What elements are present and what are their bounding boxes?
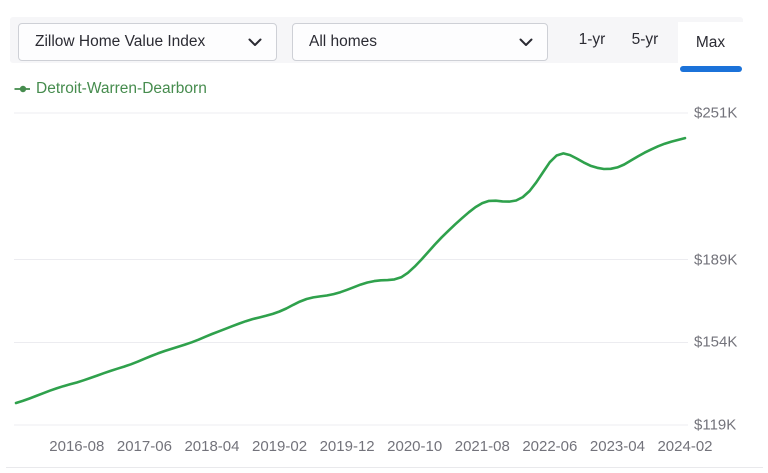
active-tab-underline [680, 66, 742, 72]
series-line[interactable] [14, 136, 687, 405]
y-axis-label: $189K [694, 251, 738, 269]
chevron-down-icon [519, 38, 533, 46]
x-axis-label: 2021-08 [454, 438, 510, 455]
metric-dropdown-value: Zillow Home Value Index [35, 33, 206, 50]
y-axis-label: $251K [694, 104, 738, 122]
x-axis-label: 2022-06 [522, 438, 578, 455]
legend-item[interactable]: Detroit-Warren-Dearborn [14, 80, 207, 97]
y-axis-label: $154K [694, 333, 738, 351]
legend-series-label: Detroit-Warren-Dearborn [36, 79, 207, 97]
segment-dropdown[interactable]: All homes [292, 23, 548, 61]
x-axis-label: 2023-04 [589, 438, 645, 455]
toolbar: Zillow Home Value Index All homes 1-yr 5… [10, 17, 743, 63]
x-axis-label: 2019-12 [319, 438, 375, 455]
segment-dropdown-value: All homes [309, 33, 378, 50]
range-button-max[interactable]: Max [678, 22, 743, 63]
x-axis-label: 2018-04 [184, 438, 240, 455]
y-axis-label: $119K [694, 416, 737, 434]
x-axis-label: 2024-02 [657, 438, 713, 455]
metric-dropdown[interactable]: Zillow Home Value Index [18, 23, 277, 61]
x-axis-label: 2017-06 [116, 438, 172, 455]
series-marker-icon [14, 85, 30, 92]
chevron-down-icon [248, 38, 262, 46]
x-axis-label: 2019-02 [252, 438, 308, 455]
range-button-5yr[interactable]: 5-yr [615, 17, 675, 63]
x-axis-label: 2016-08 [49, 438, 105, 455]
x-axis-label: 2020-10 [387, 438, 443, 455]
bottom-divider [6, 467, 763, 468]
range-button-1yr[interactable]: 1-yr [562, 17, 622, 63]
